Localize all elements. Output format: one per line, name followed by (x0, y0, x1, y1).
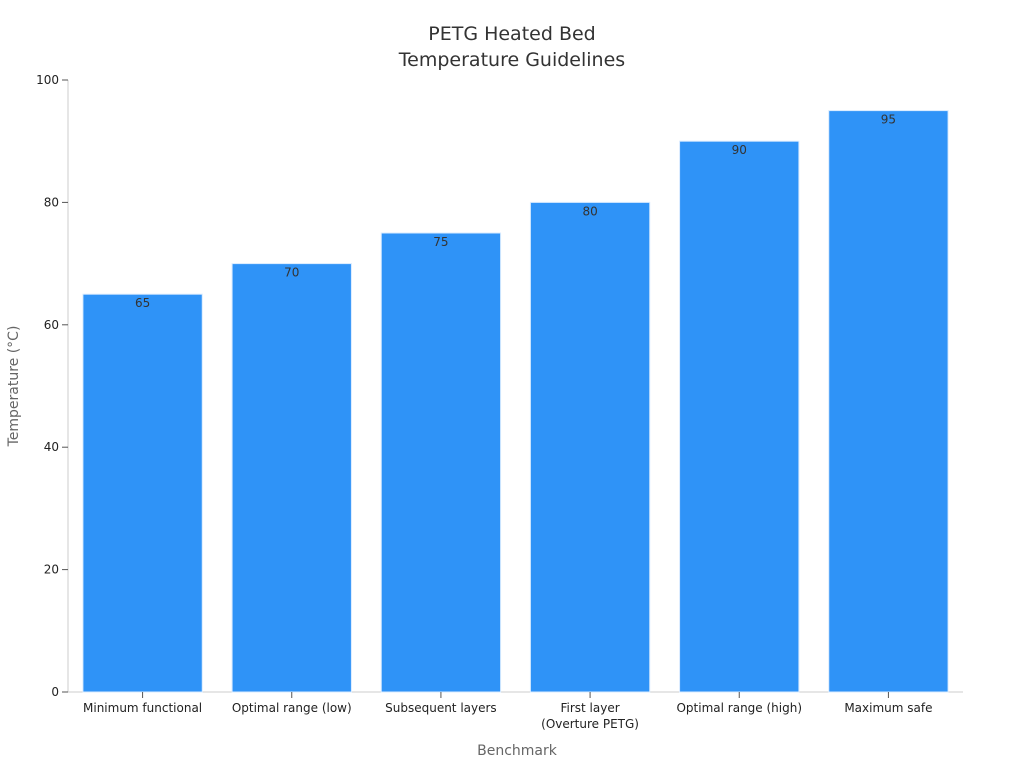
x-tick-label-line: (Overture PETG) (541, 717, 639, 731)
y-tick-label: 40 (44, 440, 59, 454)
y-axis-label: Temperature (°C) (6, 326, 22, 448)
bar-data-label: 70 (284, 266, 299, 280)
bar-data-label: 90 (732, 143, 747, 157)
y-tick-label: 20 (44, 563, 59, 577)
x-tick-label-line: First layer (560, 701, 619, 715)
chart-title-line-1: PETG Heated Bed (428, 23, 595, 45)
bar (82, 293, 203, 693)
x-tick-label: Maximum safe (844, 701, 932, 715)
x-tick-label-line: Subsequent layers (385, 701, 497, 715)
chart-title: PETG Heated Bed Temperature Guidelines (398, 23, 625, 71)
y-tick-label: 0 (51, 685, 59, 699)
x-tick-label: First layer (Overture PETG) (541, 701, 639, 731)
plot-area: 0 20 40 60 80 100 65 Minimum functional 70 Optima… (36, 73, 963, 731)
chart-title-line-2: Temperature Guidelines (398, 49, 625, 71)
bar (380, 232, 502, 693)
bar (679, 140, 800, 693)
x-tick-label-line: Optimal range (low) (232, 701, 352, 715)
bar-data-label: 75 (433, 235, 448, 249)
x-tick-label: Minimum functional (83, 701, 202, 715)
x-tick-label-line: Minimum functional (83, 701, 202, 715)
bar-data-label: 95 (881, 113, 896, 127)
y-tick-label: 80 (44, 195, 59, 209)
x-axis-label: Benchmark (477, 743, 558, 759)
bar (529, 201, 651, 693)
y-tick-label: 100 (36, 73, 59, 87)
x-tick-label: Subsequent layers (385, 701, 497, 715)
x-tick-label: Optimal range (high) (676, 701, 802, 715)
bar-data-label: 80 (582, 204, 597, 218)
x-tick-label-line: Maximum safe (844, 701, 932, 715)
bar (231, 263, 352, 693)
bar-data-label: 65 (135, 296, 150, 310)
x-tick-label-line: Optimal range (high) (676, 701, 802, 715)
bar (828, 110, 949, 693)
x-tick-label: Optimal range (low) (232, 701, 352, 715)
y-tick-label: 60 (44, 318, 59, 332)
